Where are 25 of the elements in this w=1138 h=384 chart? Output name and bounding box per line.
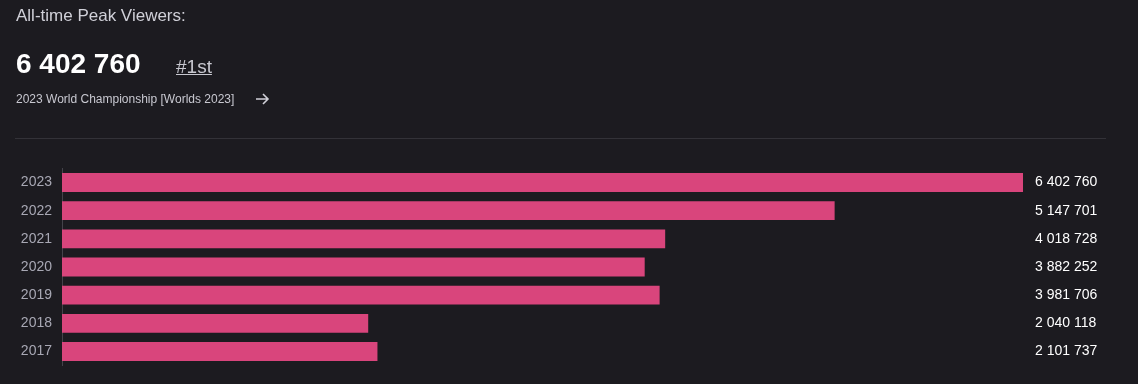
text: 6 402 760 (16, 48, 141, 80)
data-label: 4 018 728 (1035, 229, 1098, 246)
data-label: 2 101 737 (1035, 342, 1098, 359)
y-tick-label: 2023 (20, 173, 53, 190)
bar (62, 229, 666, 249)
text: 2023 World Championship [Worlds 2023] (16, 92, 235, 106)
bar (62, 201, 835, 221)
bar (62, 342, 378, 361)
data-label: 3 981 706 (1035, 286, 1098, 303)
y-tick-label: 2022 (20, 201, 53, 218)
data-label: 3 882 252 (1035, 257, 1098, 274)
y-tick-label: 2021 (20, 229, 53, 246)
bar (62, 285, 660, 305)
text: #1st (176, 56, 212, 78)
data-label: 5 147 701 (1035, 201, 1098, 218)
y-tick-label: 2019 (20, 286, 53, 303)
data-label: 6 402 760 (1035, 173, 1098, 190)
y-tick-label: 2018 (20, 314, 53, 331)
data-label: 2 040 118 (1035, 314, 1097, 331)
bar (62, 173, 1023, 192)
chart-title: All-time Peak Viewers: (16, 6, 186, 26)
bar (62, 313, 369, 333)
y-tick-label: 2017 (20, 342, 53, 359)
bar (62, 257, 645, 277)
y-tick-label: 2020 (20, 257, 53, 274)
